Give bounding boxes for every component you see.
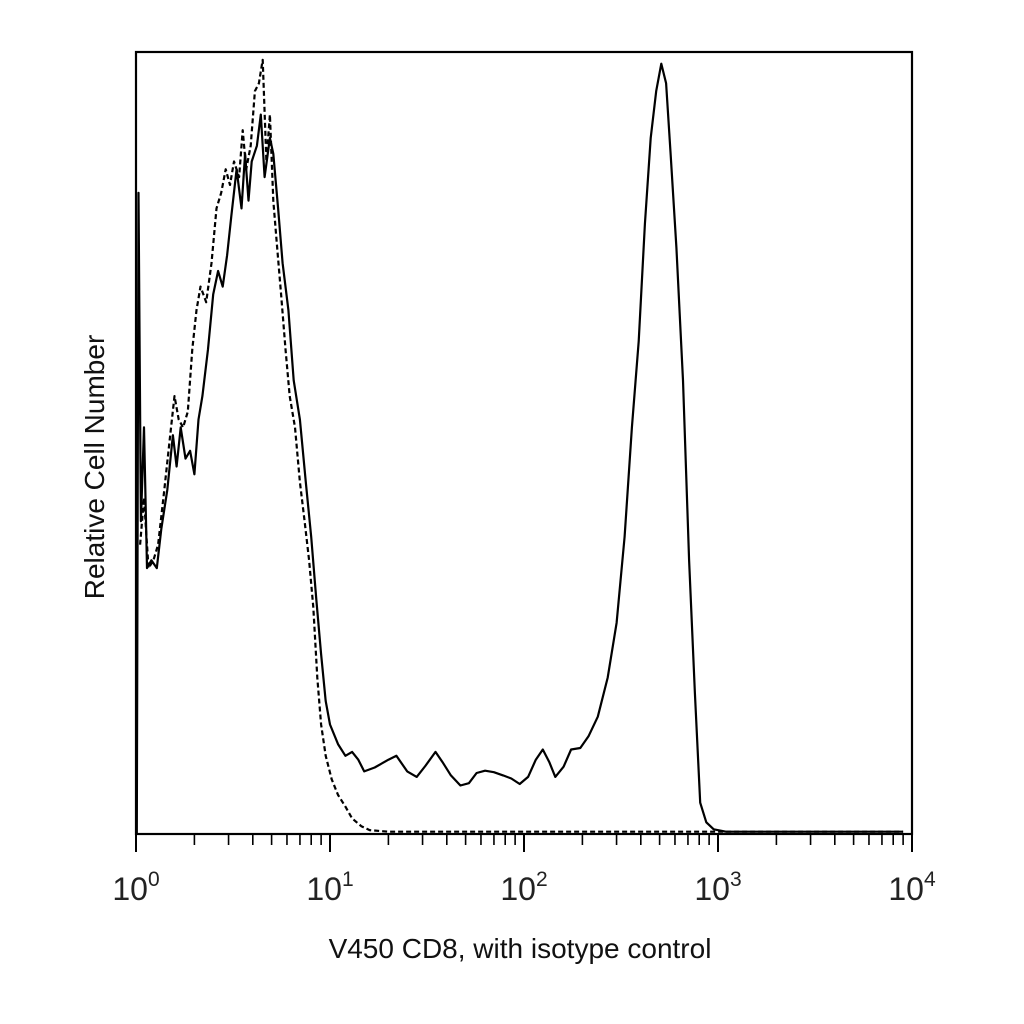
x-tick-label-exponent: 0 xyxy=(148,868,160,891)
x-tick-label-exponent: 1 xyxy=(342,868,354,891)
x-tick-label-exponent: 3 xyxy=(730,868,742,891)
x-tick-label: 102 xyxy=(500,868,547,907)
x-tick-label: 103 xyxy=(694,868,741,907)
plot-frame xyxy=(134,50,914,836)
y-axis-label: Relative Cell Number xyxy=(79,335,110,600)
x-tick-label: 100 xyxy=(112,868,159,907)
x-axis-tick-labels: 100 101 102 103 104 xyxy=(112,868,936,907)
x-tick-label-exponent: 2 xyxy=(536,868,548,891)
cd8-stain-line xyxy=(135,62,904,835)
x-tick-label: 104 xyxy=(888,868,936,907)
x-tick-label-base: 10 xyxy=(306,871,342,907)
x-axis-label: V450 CD8, with isotype control xyxy=(329,933,712,964)
x-tick-label-base: 10 xyxy=(694,871,730,907)
x-tick-label-base: 10 xyxy=(888,871,924,907)
x-tick-label: 101 xyxy=(306,868,353,907)
series-group xyxy=(135,58,904,835)
x-axis-ticks xyxy=(135,834,913,852)
x-tick-label-base: 10 xyxy=(500,871,536,907)
isotype-control-line xyxy=(139,58,904,833)
x-tick-label-exponent: 4 xyxy=(924,868,936,891)
x-tick-label-base: 10 xyxy=(112,871,148,907)
